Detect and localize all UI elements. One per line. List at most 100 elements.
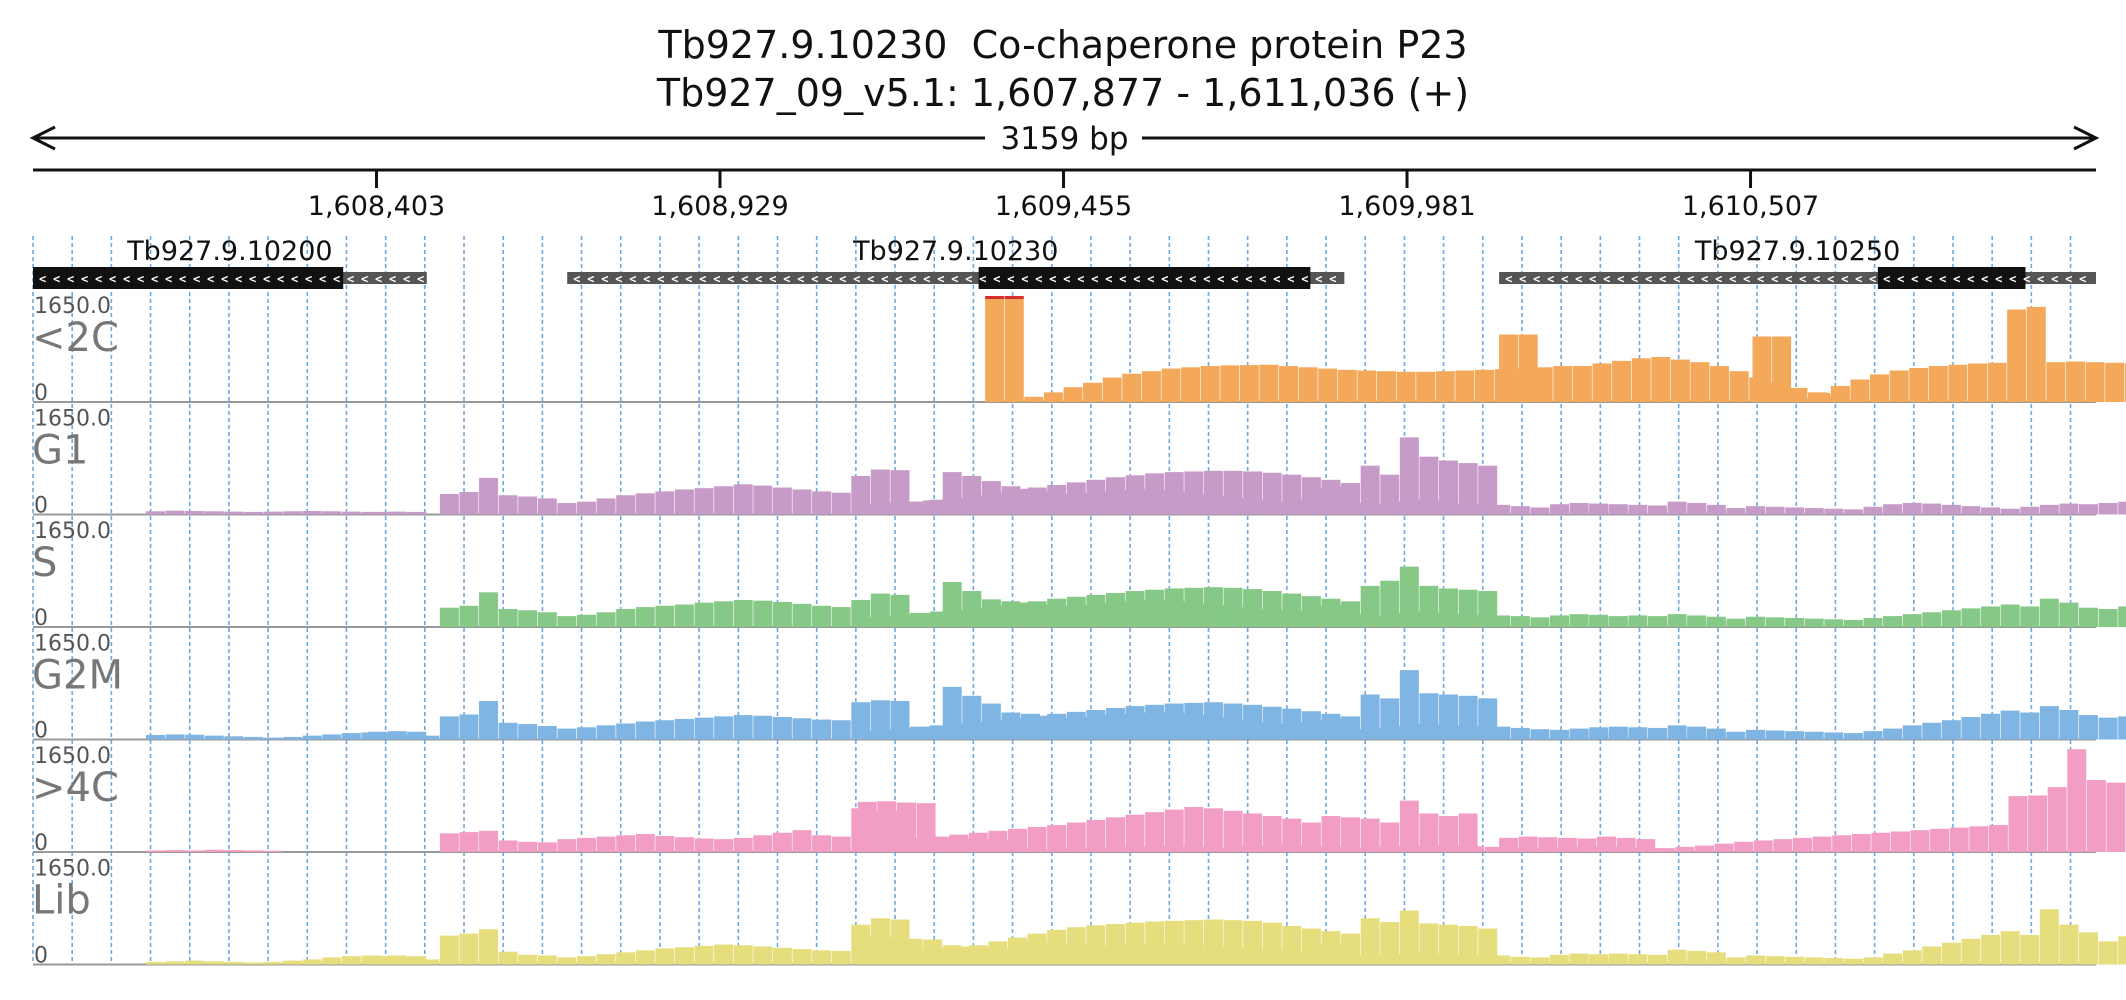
coverage-bar bbox=[942, 686, 962, 740]
coverage-bar bbox=[1275, 610, 1295, 627]
coverage-bar bbox=[1393, 501, 1413, 515]
coverage-bar bbox=[812, 835, 832, 852]
coverage-bar bbox=[896, 802, 916, 852]
coverage-bar bbox=[903, 614, 923, 627]
coverage-bar bbox=[2067, 749, 2087, 852]
coverage-bar bbox=[263, 961, 283, 965]
coverage-bar bbox=[1890, 831, 1910, 852]
coverage-bar bbox=[1474, 369, 1494, 402]
coverage-bar bbox=[439, 833, 459, 852]
coverage-bar bbox=[1553, 366, 1573, 402]
coverage-bar bbox=[831, 836, 851, 852]
coverage-bar bbox=[1458, 813, 1478, 852]
coverage-bar bbox=[1785, 956, 1805, 965]
coverage-bar bbox=[518, 724, 538, 740]
strand-chevron: < bbox=[1161, 272, 1168, 286]
coverage-bar bbox=[812, 491, 832, 515]
strand-chevron: < bbox=[1063, 272, 1070, 286]
coverage-bar bbox=[204, 511, 224, 515]
coverage-bar bbox=[1726, 508, 1746, 515]
strand-chevron: < bbox=[2051, 272, 2058, 286]
coverage-bar bbox=[1458, 463, 1478, 515]
coverage-bar bbox=[1158, 711, 1178, 740]
coverage-bar bbox=[655, 605, 675, 627]
coverage-bar bbox=[1419, 813, 1439, 852]
gene-cds-bar bbox=[33, 267, 344, 289]
coverage-bar bbox=[439, 935, 459, 965]
strand-chevron: < bbox=[853, 272, 860, 286]
strand-chevron: < bbox=[811, 272, 818, 286]
coverage-bar bbox=[674, 947, 694, 965]
coverage-bar bbox=[831, 951, 851, 965]
coverage-bar bbox=[923, 613, 943, 627]
coverage-bar bbox=[243, 511, 263, 515]
strand-chevron: < bbox=[1925, 272, 1932, 286]
coverage-bar bbox=[1399, 670, 1419, 740]
coverage-bar bbox=[2000, 508, 2020, 515]
coverage-bar bbox=[1651, 399, 1671, 402]
coverage-bar bbox=[2039, 909, 2059, 965]
coverage-bar bbox=[975, 839, 995, 852]
strand-chevron: < bbox=[1911, 272, 1918, 286]
coverage-bar bbox=[1262, 816, 1282, 852]
coverage-bar bbox=[498, 951, 518, 965]
coverage-bar bbox=[420, 959, 440, 965]
coverage-bar bbox=[1745, 955, 1765, 965]
strand-chevron: < bbox=[1813, 272, 1820, 286]
strand-chevron: < bbox=[1547, 272, 1554, 286]
strand-chevron: < bbox=[95, 272, 102, 286]
coverage-bar bbox=[1425, 844, 1445, 852]
coverage-bar bbox=[1328, 846, 1347, 852]
coverage-bar bbox=[1589, 503, 1609, 515]
coverage-bar bbox=[1631, 358, 1651, 402]
coverage-bar bbox=[1367, 846, 1387, 852]
coverage-bar bbox=[1439, 816, 1459, 852]
strand-chevron: < bbox=[1119, 272, 1126, 286]
coverage-bar bbox=[903, 501, 923, 515]
coverage-bar bbox=[1753, 840, 1773, 852]
strand-chevron: < bbox=[347, 272, 354, 286]
coverage-bar bbox=[1752, 336, 1772, 402]
coverage-bar bbox=[459, 492, 479, 515]
coverage-bar bbox=[479, 477, 499, 515]
coverage-bar bbox=[1824, 508, 1844, 515]
coverage-bar bbox=[1987, 362, 2007, 402]
coverage-bar bbox=[1499, 334, 1519, 402]
coverage-bar bbox=[1177, 713, 1197, 740]
coverage-bar bbox=[1279, 366, 1299, 402]
coverage-bar bbox=[1871, 832, 1891, 852]
coverage-bar bbox=[962, 475, 982, 515]
coverage-bar bbox=[439, 716, 459, 740]
coverage-bar bbox=[165, 510, 185, 515]
strand-chevron: < bbox=[881, 272, 888, 286]
strand-chevron: < bbox=[2037, 272, 2044, 286]
coverage-bar bbox=[1164, 809, 1184, 852]
coverage-bar bbox=[1073, 848, 1093, 852]
coverage-bar bbox=[1354, 502, 1374, 515]
span-length-label: 3159 bp bbox=[1000, 121, 1128, 157]
coverage-bar bbox=[1177, 601, 1197, 627]
coverage-bar bbox=[2085, 362, 2105, 402]
coverage-bar bbox=[1687, 621, 1707, 627]
coverage-bar bbox=[1236, 497, 1256, 515]
coverage-bar bbox=[753, 946, 773, 965]
coverage-bar bbox=[1158, 490, 1178, 515]
coverage-bar bbox=[1550, 615, 1570, 627]
coverage-bar bbox=[1910, 830, 1930, 852]
coverage-bar bbox=[733, 837, 753, 852]
strand-chevron: < bbox=[1133, 272, 1140, 286]
coverage-bar bbox=[1592, 363, 1612, 402]
coverage-bar bbox=[185, 734, 205, 740]
coverage-bar bbox=[1373, 504, 1393, 515]
strand-chevron: < bbox=[389, 272, 396, 286]
coverage-bar bbox=[2118, 716, 2126, 740]
coverage-bar bbox=[1804, 508, 1824, 515]
coverage-bar bbox=[518, 496, 538, 515]
strand-chevron: < bbox=[1995, 272, 2002, 286]
coverage-bar bbox=[1811, 393, 1831, 402]
track-G1-group: 1650.0 0 G1 bbox=[32, 407, 2126, 519]
coverage-bar bbox=[753, 485, 773, 515]
strand-chevron: < bbox=[839, 272, 846, 286]
coverage-bar bbox=[1550, 730, 1570, 740]
coverage-bar bbox=[1184, 807, 1204, 852]
